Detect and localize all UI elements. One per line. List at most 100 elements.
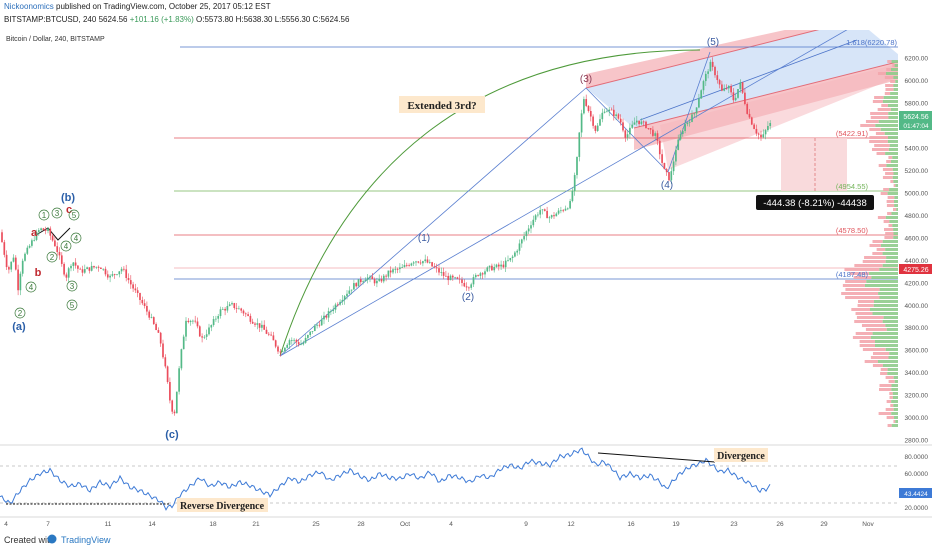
- divergence-line: [597, 452, 716, 463]
- candle-body-106: [244, 313, 247, 315]
- fib-1618-label: 1.618(6220.78): [846, 38, 897, 47]
- volume-bar-buy-21: [889, 144, 898, 147]
- candle-body-50: [116, 274, 118, 276]
- candle-body-62: [143, 303, 146, 306]
- candle-body-70: [162, 343, 164, 358]
- volume-bar-buy-32: [889, 188, 898, 191]
- volume-bar-sell-8: [884, 92, 891, 95]
- price-chart[interactable]: Bitcoin / Dollar, 240, BITSTAMP -444.38 …: [0, 30, 932, 530]
- candle-body-52: [120, 268, 123, 272]
- candle-body-115: [265, 329, 268, 334]
- circle-2: [46, 251, 58, 263]
- volume-bar-sell-31: [893, 184, 896, 187]
- candle-body-42: [97, 266, 100, 268]
- candle-body-69: [159, 332, 162, 344]
- volume-bar-buy-68: [872, 332, 898, 335]
- volume-bar-buy-18: [884, 132, 898, 135]
- volume-bar-sell-11: [881, 104, 888, 107]
- sub-wave-line: [35, 227, 71, 241]
- volume-bar-buy-9: [883, 96, 898, 99]
- candle-body-287: [661, 154, 663, 163]
- red-price-tag: [899, 264, 932, 274]
- candle-body-236: [543, 209, 546, 211]
- volume-bar-buy-43: [893, 232, 898, 235]
- volume-bar-buy-75: [878, 360, 898, 363]
- candle-body-130: [300, 344, 302, 346]
- volume-bar-buy-65: [882, 320, 898, 323]
- candle-body-191: [440, 272, 443, 273]
- candle-body-105: [242, 310, 245, 314]
- volume-bar-sell-63: [855, 312, 873, 315]
- candle-body-127: [293, 339, 295, 341]
- candle-body-131: [302, 342, 305, 345]
- candle-body-263: [606, 111, 608, 113]
- candle-body-264: [608, 109, 611, 112]
- volume-bar-sell-69: [852, 336, 871, 339]
- candle-body-26: [60, 255, 63, 264]
- volume-bar-sell-88: [878, 412, 892, 415]
- candle-body-125: [288, 340, 291, 345]
- volume-bar-sell-12: [877, 108, 891, 111]
- candle-body-146: [336, 304, 339, 306]
- volume-bar-sell-73: [872, 352, 890, 355]
- volume-bar-sell-33: [880, 192, 888, 195]
- rsi-tick-1: 60.0000: [905, 471, 929, 478]
- circle-3c-text: 3: [70, 282, 75, 291]
- volume-bar-sell-30: [890, 180, 894, 183]
- candle-body-180: [415, 261, 417, 263]
- range-label-box: [756, 195, 874, 210]
- candle-body-194: [447, 275, 450, 281]
- candle-body-24: [56, 246, 59, 252]
- candle-body-322: [741, 82, 744, 93]
- volume-bar-buy-69: [870, 336, 898, 339]
- volume-bar-buy-64: [883, 316, 898, 319]
- candle-body-256: [589, 111, 592, 117]
- volume-bar-sell-53: [849, 272, 870, 275]
- candle-body-147: [339, 301, 341, 305]
- author-link[interactable]: Nickoonomics: [4, 2, 54, 11]
- candle-body-143: [330, 311, 332, 312]
- candle-body-18: [42, 228, 45, 231]
- circle-5c-text: 5: [70, 301, 75, 310]
- volume-bar-buy-87: [893, 408, 898, 411]
- price-tick-0: 6200.00: [905, 56, 929, 63]
- volume-bar-buy-81: [891, 384, 898, 387]
- candle-body-224: [516, 250, 519, 253]
- circle-4-text: 4: [64, 242, 69, 251]
- candle-body-78: [180, 349, 183, 369]
- candle-body-304: [700, 90, 703, 99]
- candle-body-22: [51, 235, 54, 241]
- candle-body-90: [208, 327, 210, 335]
- candle-body-312: [718, 80, 721, 85]
- volume-bar-sell-66: [861, 324, 886, 327]
- candle-body-220: [507, 260, 509, 262]
- candle-body-39: [90, 265, 93, 271]
- volume-bar-buy-80: [894, 380, 898, 383]
- volume-bar-buy-33: [887, 192, 898, 195]
- price-tick-7: 4800.00: [905, 213, 929, 220]
- volume-bar-sell-20: [869, 140, 888, 143]
- fib-4187-label: (4187.48): [836, 270, 869, 279]
- candle-body-242: [557, 210, 560, 214]
- candle-body-186: [428, 262, 431, 263]
- candle-body-75: [173, 411, 176, 414]
- divergence-box: [714, 448, 768, 462]
- volume-bar-sell-83: [889, 392, 893, 395]
- volume-bar-sell-36: [886, 204, 895, 207]
- circle-5: [68, 209, 80, 221]
- wave-4-label: (4): [661, 180, 673, 191]
- candle-body-166: [382, 275, 385, 282]
- candle-body-212: [488, 265, 491, 268]
- volume-bar-sell-3: [877, 72, 886, 75]
- candle-body-302: [695, 107, 698, 114]
- candle-body-110: [254, 323, 256, 325]
- candle-body-323: [744, 92, 746, 104]
- candle-body-319: [734, 97, 737, 101]
- candle-body-61: [141, 299, 144, 304]
- volume-bar-sell-46: [869, 244, 881, 247]
- candle-body-288: [663, 162, 666, 170]
- tradingview-brand[interactable]: TradingView: [61, 535, 111, 545]
- candle-body-172: [396, 268, 399, 270]
- candle-body-8: [19, 273, 22, 291]
- candle-body-261: [601, 112, 604, 120]
